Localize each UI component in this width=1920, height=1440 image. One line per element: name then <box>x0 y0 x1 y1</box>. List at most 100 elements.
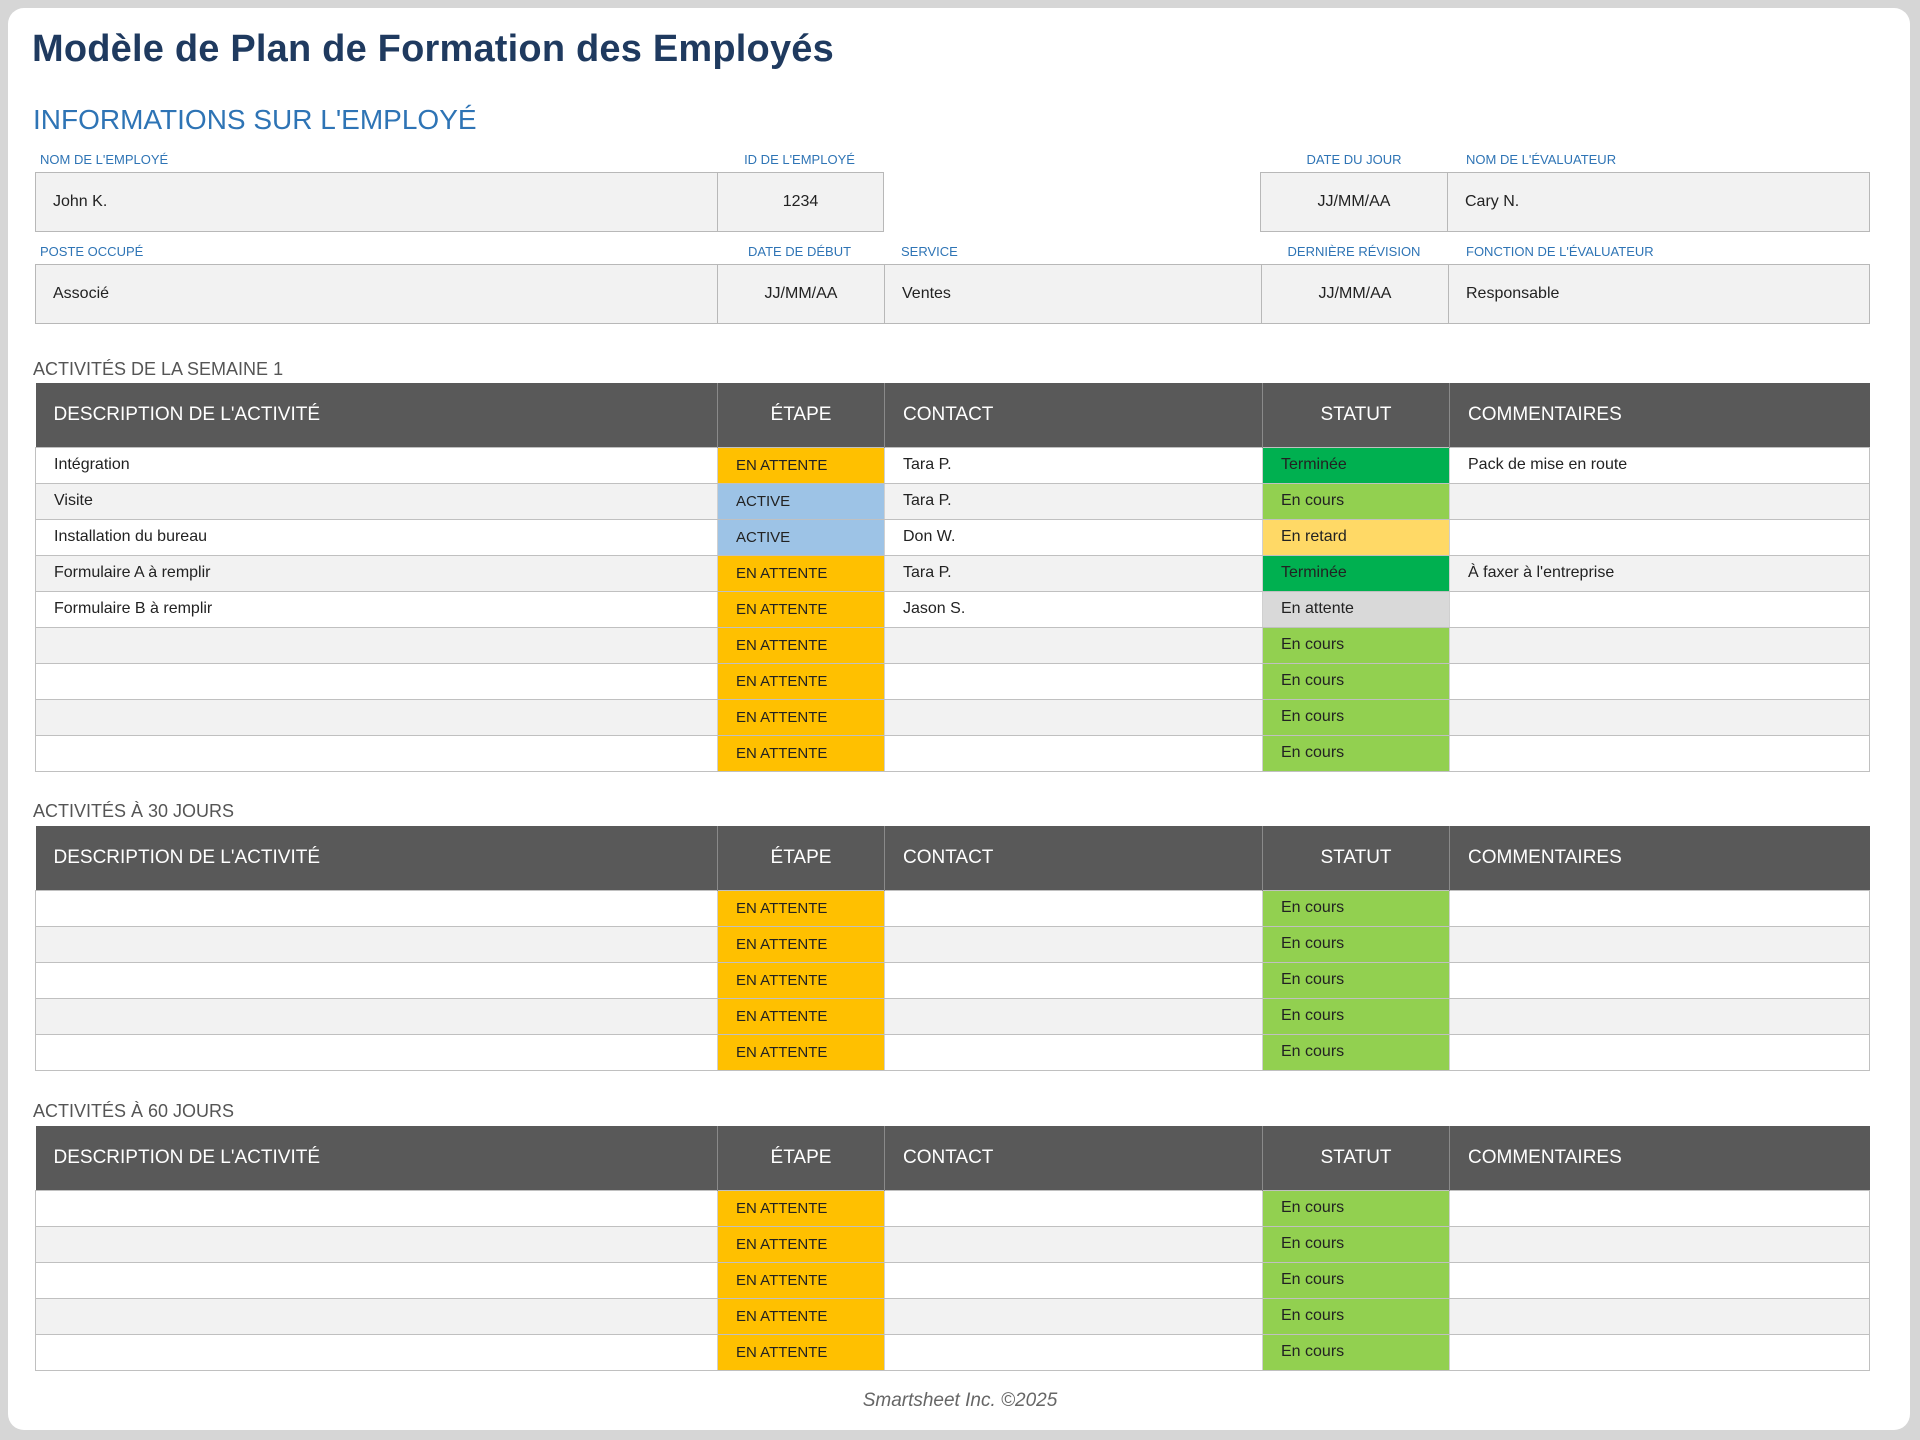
position-field[interactable]: Associé <box>36 265 718 323</box>
comments-cell[interactable] <box>1449 1333 1870 1371</box>
column-header-stage[interactable]: ÉTAPE <box>717 1126 885 1190</box>
stage-cell[interactable]: EN ATTENTE <box>717 997 885 1035</box>
status-cell[interactable]: En retard <box>1262 518 1450 556</box>
comments-cell[interactable] <box>1449 1225 1870 1263</box>
column-header-status[interactable]: STATUT <box>1262 1126 1450 1190</box>
status-cell[interactable]: En cours <box>1262 734 1450 772</box>
stage-cell[interactable]: EN ATTENTE <box>717 626 885 664</box>
comments-cell[interactable] <box>1449 997 1870 1035</box>
activity-description-cell[interactable] <box>35 889 718 927</box>
stage-cell[interactable]: EN ATTENTE <box>717 1225 885 1263</box>
contact-cell[interactable]: Don W. <box>884 518 1263 556</box>
contact-cell[interactable] <box>884 925 1263 963</box>
stage-cell[interactable]: EN ATTENTE <box>717 889 885 927</box>
contact-cell[interactable] <box>884 961 1263 999</box>
today-date-field[interactable]: JJ/MM/AA <box>1261 173 1448 231</box>
comments-cell[interactable] <box>1449 1189 1870 1227</box>
activity-description-cell[interactable]: Installation du bureau <box>35 518 718 556</box>
activity-description-cell[interactable] <box>35 1225 718 1263</box>
comments-cell[interactable] <box>1449 626 1870 664</box>
stage-cell[interactable]: EN ATTENTE <box>717 446 885 484</box>
column-header-description[interactable]: DESCRIPTION DE L'ACTIVITÉ <box>35 383 718 447</box>
status-cell[interactable]: En cours <box>1262 889 1450 927</box>
comments-cell[interactable]: Pack de mise en route <box>1449 446 1870 484</box>
contact-cell[interactable]: Tara P. <box>884 554 1263 592</box>
column-header-status[interactable]: STATUT <box>1262 383 1450 447</box>
contact-cell[interactable] <box>884 1297 1263 1335</box>
status-cell[interactable]: En cours <box>1262 1225 1450 1263</box>
comments-cell[interactable] <box>1449 662 1870 700</box>
comments-cell[interactable] <box>1449 1033 1870 1071</box>
stage-cell[interactable]: EN ATTENTE <box>717 1333 885 1371</box>
status-cell[interactable]: En cours <box>1262 1261 1450 1299</box>
stage-cell[interactable]: EN ATTENTE <box>717 1261 885 1299</box>
activity-description-cell[interactable] <box>35 997 718 1035</box>
activity-description-cell[interactable] <box>35 1333 718 1371</box>
stage-cell[interactable]: EN ATTENTE <box>717 961 885 999</box>
stage-cell[interactable]: EN ATTENTE <box>717 1189 885 1227</box>
column-header-comments[interactable]: COMMENTAIRES <box>1449 383 1870 447</box>
start-date-field[interactable]: JJ/MM/AA <box>718 265 885 323</box>
status-cell[interactable]: En cours <box>1262 1297 1450 1335</box>
comments-cell[interactable] <box>1449 889 1870 927</box>
reviewer-name-field[interactable]: Cary N. <box>1465 193 1520 210</box>
status-cell[interactable]: En cours <box>1262 626 1450 664</box>
status-cell[interactable]: Terminée <box>1262 554 1450 592</box>
comments-cell[interactable] <box>1449 925 1870 963</box>
status-cell[interactable]: En cours <box>1262 698 1450 736</box>
comments-cell[interactable] <box>1449 1297 1870 1335</box>
stage-cell[interactable]: EN ATTENTE <box>717 590 885 628</box>
activity-description-cell[interactable] <box>35 626 718 664</box>
comments-cell[interactable] <box>1449 482 1870 520</box>
activity-description-cell[interactable] <box>35 662 718 700</box>
stage-cell[interactable]: EN ATTENTE <box>717 698 885 736</box>
comments-cell[interactable] <box>1449 1261 1870 1299</box>
employee-name-field[interactable]: John K. <box>36 173 718 231</box>
activity-description-cell[interactable] <box>35 734 718 772</box>
contact-cell[interactable] <box>884 997 1263 1035</box>
activity-description-cell[interactable] <box>35 1297 718 1335</box>
comments-cell[interactable] <box>1449 698 1870 736</box>
contact-cell[interactable]: Jason S. <box>884 590 1263 628</box>
contact-cell[interactable]: Tara P. <box>884 482 1263 520</box>
status-cell[interactable]: En cours <box>1262 1033 1450 1071</box>
activity-description-cell[interactable]: Visite <box>35 482 718 520</box>
comments-cell[interactable] <box>1449 961 1870 999</box>
contact-cell[interactable] <box>884 626 1263 664</box>
contact-cell[interactable] <box>884 1189 1263 1227</box>
contact-cell[interactable] <box>884 889 1263 927</box>
contact-cell[interactable] <box>884 734 1263 772</box>
column-header-status[interactable]: STATUT <box>1262 826 1450 890</box>
stage-cell[interactable]: EN ATTENTE <box>717 925 885 963</box>
column-header-contact[interactable]: CONTACT <box>884 1126 1263 1190</box>
column-header-description[interactable]: DESCRIPTION DE L'ACTIVITÉ <box>35 1126 718 1190</box>
comments-cell[interactable] <box>1449 734 1870 772</box>
stage-cell[interactable]: EN ATTENTE <box>717 554 885 592</box>
status-cell[interactable]: En cours <box>1262 482 1450 520</box>
activity-description-cell[interactable] <box>35 1261 718 1299</box>
activity-description-cell[interactable]: Formulaire B à remplir <box>35 590 718 628</box>
column-header-contact[interactable]: CONTACT <box>884 826 1263 890</box>
contact-cell[interactable]: Tara P. <box>884 446 1263 484</box>
activity-description-cell[interactable]: Formulaire A à remplir <box>35 554 718 592</box>
stage-cell[interactable]: EN ATTENTE <box>717 1033 885 1071</box>
column-header-stage[interactable]: ÉTAPE <box>717 383 885 447</box>
activity-description-cell[interactable]: Intégration <box>35 446 718 484</box>
column-header-comments[interactable]: COMMENTAIRES <box>1449 1126 1870 1190</box>
status-cell[interactable]: En cours <box>1262 1189 1450 1227</box>
contact-cell[interactable] <box>884 1261 1263 1299</box>
status-cell[interactable]: En attente <box>1262 590 1450 628</box>
column-header-stage[interactable]: ÉTAPE <box>717 826 885 890</box>
column-header-contact[interactable]: CONTACT <box>884 383 1263 447</box>
stage-cell[interactable]: EN ATTENTE <box>717 662 885 700</box>
contact-cell[interactable] <box>884 698 1263 736</box>
stage-cell[interactable]: EN ATTENTE <box>717 734 885 772</box>
column-header-comments[interactable]: COMMENTAIRES <box>1449 826 1870 890</box>
contact-cell[interactable] <box>884 662 1263 700</box>
reviewer-role-field[interactable]: Responsable <box>1466 285 1560 302</box>
activity-description-cell[interactable] <box>35 698 718 736</box>
contact-cell[interactable] <box>884 1033 1263 1071</box>
status-cell[interactable]: En cours <box>1262 1333 1450 1371</box>
column-header-description[interactable]: DESCRIPTION DE L'ACTIVITÉ <box>35 826 718 890</box>
status-cell[interactable]: En cours <box>1262 662 1450 700</box>
